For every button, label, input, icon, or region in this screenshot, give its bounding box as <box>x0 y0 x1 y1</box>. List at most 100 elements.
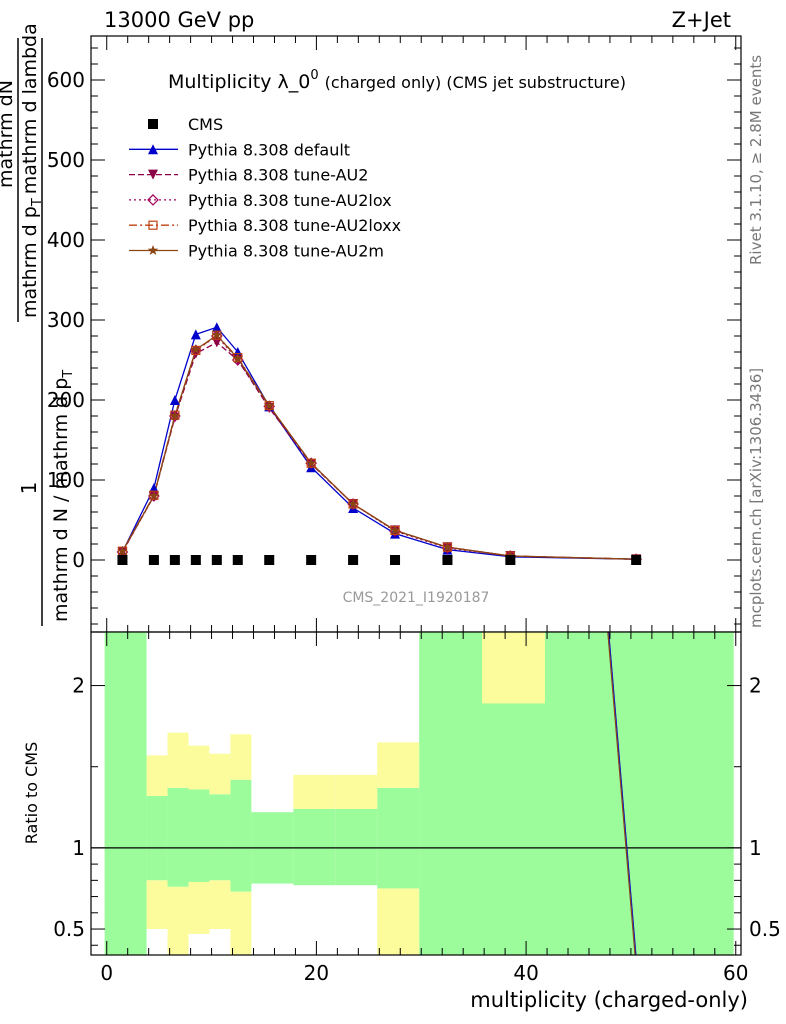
ratio-x-axis: 0 20 40 60 <box>100 632 748 985</box>
series-point <box>232 352 244 363</box>
ylabel-inner-numerator: mathrm dN <box>0 80 17 188</box>
series-point <box>389 524 401 535</box>
band-yellow <box>377 742 420 788</box>
band-green <box>377 787 420 889</box>
ytick-label: 600 <box>47 68 85 92</box>
cms-point <box>190 555 201 565</box>
ytick-label: 100 <box>47 468 85 492</box>
legend-marker <box>148 220 158 230</box>
ylabel-inner-denominator: mathrm d pTmathrm d lambda <box>19 23 45 318</box>
ylabel-denominator-text: mathrm d N / mathrm d p <box>50 378 72 622</box>
cms-point <box>348 555 359 565</box>
band-yellow <box>335 774 378 809</box>
series-point <box>305 457 317 468</box>
watermark: CMS_2021_I1920187 <box>343 590 490 606</box>
ratio-y-label: Ratio to CMS <box>22 742 41 844</box>
series-line <box>121 335 637 560</box>
series-point <box>211 322 222 333</box>
chart-title-sup: 0 <box>310 68 318 83</box>
band-green <box>104 632 147 955</box>
cms-data-points <box>117 555 642 565</box>
series-point <box>190 329 201 340</box>
chart-title-main: Multiplicity λ_0 <box>168 71 310 93</box>
band-yellow <box>167 732 189 788</box>
main-panel: 0 100 200 300 400 500 600 CMS_2021_I1920187 Mu… <box>0 23 742 633</box>
ytick-label: 200 <box>47 388 85 412</box>
ratio-ytick-label-right: 1 <box>749 836 762 860</box>
legend-marker <box>147 194 159 206</box>
ytick-label: 400 <box>47 228 85 252</box>
ylabel-inner-den-2: mathrm d lambda <box>19 23 41 194</box>
ylabel-denominator: mathrm d N / mathrm d pT <box>50 370 76 622</box>
rivet-label: Rivet 3.1.10, ≥ 2.8M events <box>747 55 765 265</box>
band-yellow <box>209 880 231 930</box>
band-yellow <box>377 888 420 955</box>
ratio-mc-lines <box>607 631 637 956</box>
legend-marker <box>148 144 158 155</box>
cms-point <box>211 555 222 565</box>
ratio-bands <box>104 632 734 955</box>
series-point <box>169 395 180 405</box>
chart-title: Multiplicity λ_00 (charged only) (CMS jet… <box>168 68 626 93</box>
band-yellow <box>293 774 336 809</box>
series-point <box>190 348 201 359</box>
ratio-y-axis: 0.5 0.5 1 1 2 2 <box>53 674 781 946</box>
cms-point <box>148 555 159 565</box>
legend-marker <box>147 245 159 255</box>
main-y-axis: 0 100 200 300 400 500 600 <box>47 47 741 625</box>
series-point <box>148 490 160 501</box>
cms-point <box>232 555 243 565</box>
legend-label: Pythia 8.308 tune-AU2 <box>188 166 368 185</box>
main-x-ticks <box>106 36 737 632</box>
series-line <box>121 341 637 560</box>
series-point <box>190 344 202 355</box>
series-line <box>121 334 637 560</box>
ytick-label: 500 <box>47 148 85 172</box>
band-yellow <box>230 734 252 780</box>
ratio-line <box>607 631 636 956</box>
band-green <box>167 787 189 887</box>
band-green <box>146 795 168 881</box>
ylabel-numerator-one: 1 <box>17 482 41 495</box>
series-point <box>232 347 243 357</box>
series-point <box>263 400 275 411</box>
series-point <box>169 410 181 421</box>
legend-marker <box>148 169 158 180</box>
band-green <box>188 789 210 882</box>
xtick-label: 20 <box>304 961 329 985</box>
band-yellow <box>209 753 231 795</box>
ratio-ytick-label-right: 2 <box>749 674 762 698</box>
ratio-ytick-label: 1 <box>72 836 85 860</box>
ratio-ytick-label-right: 0.5 <box>749 917 781 941</box>
series-markers <box>116 322 643 566</box>
band-yellow <box>167 886 189 955</box>
legend-label: CMS <box>188 115 223 134</box>
legend-label: Pythia 8.308 tune-AU2loxx <box>188 216 401 235</box>
ylabel-inner-den-1: mathrm d p <box>19 206 41 318</box>
cms-point <box>264 555 275 565</box>
ratio-ytick-label: 2 <box>72 674 85 698</box>
series-point <box>347 498 359 509</box>
band-yellow <box>146 880 168 930</box>
header-process: Z+Jet <box>672 8 731 32</box>
series-point <box>211 329 223 340</box>
ratio-ytick-label: 0.5 <box>53 917 85 941</box>
band-yellow <box>482 632 545 704</box>
cms-point <box>505 555 516 565</box>
band-yellow <box>146 755 168 796</box>
cms-point <box>390 555 401 565</box>
series-point <box>148 483 159 493</box>
mcplots-label: mcplots.cern.ch [arXiv:1306.3436] <box>747 368 765 628</box>
series-point <box>211 337 222 348</box>
series-lines <box>121 326 637 560</box>
legend-label: Pythia 8.308 tune-AU2m <box>188 242 384 261</box>
series-point <box>231 354 244 366</box>
ylabel-inner-den-sub: T <box>30 198 45 207</box>
cms-point <box>442 555 453 565</box>
legend-marker <box>148 119 158 129</box>
ytick-label: 0 <box>72 548 85 572</box>
legend-label: Pythia 8.308 default <box>188 140 350 159</box>
xtick-label: 40 <box>513 961 538 985</box>
ratio-panel: 0.5 0.5 1 1 2 2 0 20 40 60 Ratio to CMS multipli… <box>22 631 781 1012</box>
x-axis-label: multiplicity (charged-only) <box>470 988 748 1012</box>
